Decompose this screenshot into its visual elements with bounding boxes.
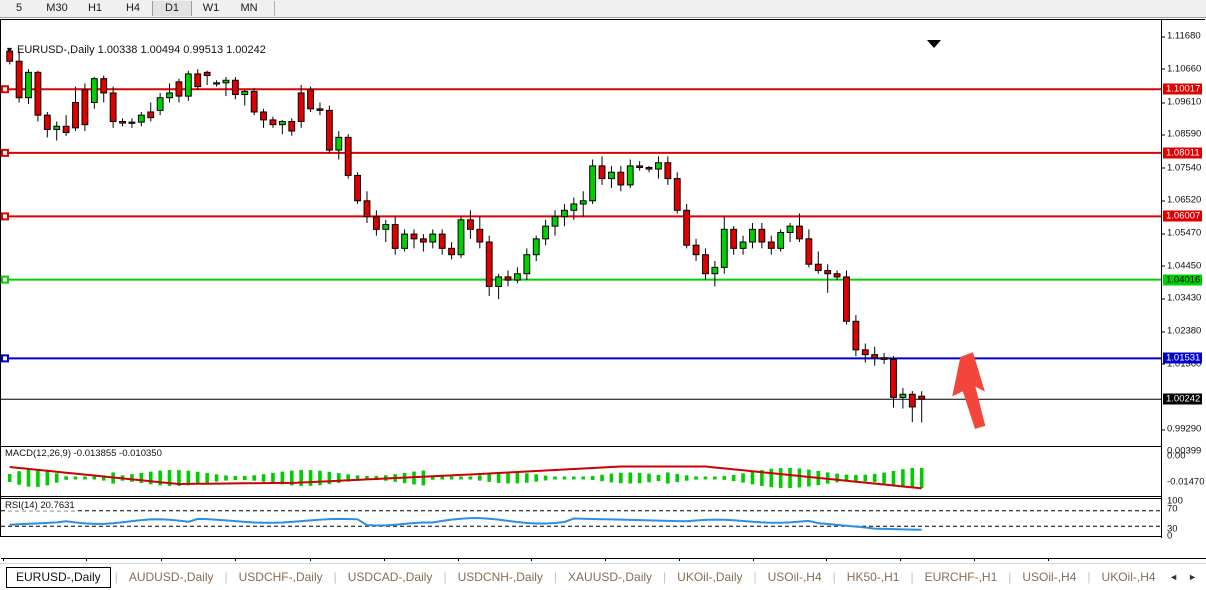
chart-tab-usoilh4[interactable]: USOil-,H4 [1022, 570, 1077, 584]
price-tick: 1.06520 [1162, 195, 1201, 206]
macd-scale-tick: 0.00 [1167, 450, 1186, 462]
price-level-label-black[interactable]: 1.00242 [1163, 393, 1203, 405]
chart-tab-hk50h1[interactable]: HK50-,H1 [846, 570, 900, 584]
chart-tab-eurchfh1[interactable]: EURCHF-,H1 [924, 570, 998, 584]
chart-tab-ukoildaily[interactable]: UKOil-,Daily [677, 570, 743, 584]
chart-tab-usdcaddaily[interactable]: USDCAD-,Daily [347, 570, 433, 584]
chart-tab-eurusddaily[interactable]: EURUSD-,Daily [6, 566, 111, 588]
tab-divider: | [910, 570, 914, 584]
chart-title-label: ▼ EURUSD-,Daily 1.00338 1.00494 0.99513 … [5, 44, 266, 56]
timeframe-button-m30[interactable]: M30 [46, 2, 68, 14]
timeframe-toolbar: 5 M30 H1 H4 D1 W1 MN [0, 0, 1206, 18]
timeframe-button-5[interactable]: 5 [15, 2, 23, 14]
price-tick: 1.05470 [1162, 228, 1201, 239]
tab-divider: | [663, 570, 667, 584]
macd-plot [7, 465, 924, 490]
timeframe-button-mn[interactable]: MN [240, 2, 258, 14]
price-level-label-red[interactable]: 1.06007 [1163, 210, 1203, 222]
macd-indicator-pane[interactable]: MACD(12,26,9) -0.013855 -0.010350 [1, 446, 1161, 497]
price-tick: 1.07540 [1162, 162, 1201, 173]
rsi-scale-tick: 100 [1167, 495, 1183, 507]
price-tick: 1.02380 [1162, 326, 1201, 337]
macd-label: MACD(12,26,9) -0.013855 -0.010350 [5, 448, 162, 459]
chart-tab-usoilh4[interactable]: USOil-,H4 [767, 570, 822, 584]
price-tick: 1.08590 [1162, 129, 1201, 140]
price-scale-axis[interactable]: 1.11680 1.10660 1.09610 1.08590 1.07540 1.065… [1161, 20, 1206, 542]
rsi-label: RSI(14) 20.7631 [5, 500, 75, 511]
tab-scroll-nav: ◄ ► [1169, 572, 1206, 582]
tab-divider: | [224, 570, 228, 584]
tab-divider: | [553, 570, 558, 584]
toolbar-divider [274, 1, 275, 16]
price-level-label-red[interactable]: 1.10017 [1163, 83, 1203, 95]
chart-collapse-icon[interactable]: ▼ [5, 45, 14, 55]
rsi-scale-tick: 0 [1167, 530, 1173, 542]
price-tick: 0.99290 [1162, 424, 1201, 435]
rsi-indicator-pane[interactable]: RSI(14) 20.7631 [1, 498, 1161, 538]
rsi-plot [1, 510, 1161, 531]
candlestick-plot [1, 48, 1161, 430]
chart-tab-usdchfdaily[interactable]: USDCHF-,Daily [238, 570, 323, 584]
price-tick: 1.04450 [1162, 260, 1201, 271]
price-tick: 1.03430 [1162, 293, 1201, 304]
price-tick: 1.09610 [1162, 97, 1201, 108]
chart-title-text: EURUSD-,Daily 1.00338 1.00494 0.99513 1.… [16, 44, 266, 56]
chart-frame: ▼ EURUSD-,Daily 1.00338 1.00494 0.99513 … [0, 19, 1206, 573]
timeframe-button-h4[interactable]: H4 [125, 2, 141, 14]
tab-divider: | [1087, 570, 1091, 584]
tab-divider: | [753, 570, 757, 584]
tab-divider: | [1008, 570, 1012, 584]
price-tick: 1.10660 [1162, 63, 1201, 74]
macd-scale-tick: 0.00399 [1167, 445, 1202, 457]
chart-top-marker-icon [927, 40, 941, 48]
chart-tab-audusddaily[interactable]: AUDUSD-,Daily [128, 570, 214, 584]
price-level-label-red[interactable]: 1.08011 [1163, 147, 1202, 159]
chart-tab-xauusddaily[interactable]: XAUUSD-,Daily [568, 570, 653, 584]
chart-tab-bar: EURUSD-,Daily | AUDUSD-,Daily | USDCHF-,Dail… [0, 563, 1206, 590]
tab-divider: | [114, 570, 118, 584]
tab-divider: | [832, 570, 836, 584]
rsi-scale-tick: 30 [1167, 523, 1178, 535]
rsi-scale-tick: 70 [1167, 503, 1178, 515]
price-tick: 1.11680 [1162, 31, 1201, 42]
macd-scale-tick: -0.01470 [1167, 476, 1205, 488]
price-pane[interactable] [1, 20, 1161, 445]
chart-tab-ukoilh4[interactable]: UKOil-,H4 [1101, 570, 1156, 584]
timeframe-button-h1[interactable]: H1 [87, 2, 103, 14]
arrow-up-annotation[interactable] [949, 351, 993, 430]
price-level-label-green[interactable]: 1.04016 [1163, 274, 1203, 286]
price-level-label-blue[interactable]: 1.01531 [1163, 352, 1203, 364]
tab-divider: | [443, 570, 447, 584]
tab-scroll-next-icon[interactable]: ► [1188, 572, 1197, 582]
chart-tab-usdcnhdaily[interactable]: USDCNH-,Daily [457, 570, 543, 584]
timeframe-button-d1[interactable]: D1 [152, 1, 192, 16]
tab-divider: | [333, 570, 337, 584]
timeframe-button-w1[interactable]: W1 [202, 2, 220, 14]
tab-scroll-prev-icon[interactable]: ◄ [1169, 572, 1179, 582]
